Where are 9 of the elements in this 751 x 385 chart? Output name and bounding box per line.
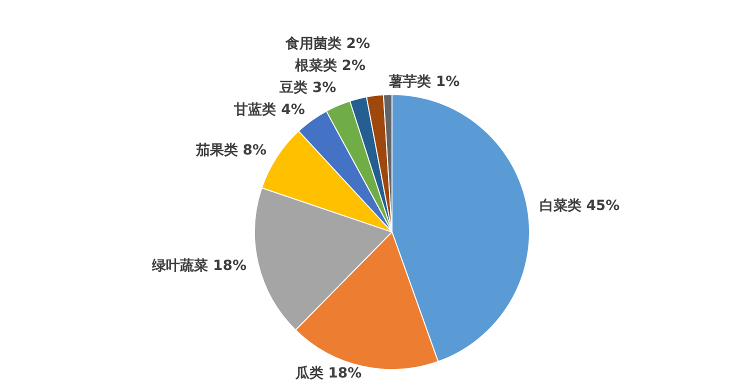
slice-label: 瓜类 18%	[294, 364, 362, 382]
slice-label: 食用菌类 2%	[284, 36, 370, 52]
slice-label: 绿叶蔬菜 18%	[151, 258, 247, 274]
slice-label: 白菜类 45%	[539, 198, 620, 214]
slice-label: 甘蓝类 4%	[233, 102, 305, 118]
slice-label: 薯芋类 1%	[388, 74, 460, 90]
slice-label: 豆类 3%	[278, 80, 336, 96]
slice-label: 茄果类 8%	[194, 142, 267, 158]
slice-label: 根菜类 2%	[294, 58, 366, 74]
